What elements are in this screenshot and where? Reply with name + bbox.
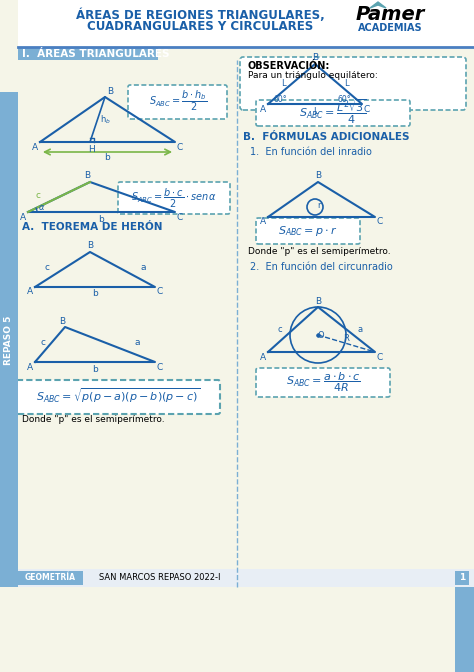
- Text: b: b: [99, 216, 104, 224]
- Text: A.  TEOREMA DE HERÓN: A. TEOREMA DE HERÓN: [22, 222, 163, 232]
- Text: ACADEMIAS: ACADEMIAS: [358, 23, 422, 33]
- FancyBboxPatch shape: [256, 100, 410, 126]
- Text: CUADRANGULARES Y CIRCULARES: CUADRANGULARES Y CIRCULARES: [87, 21, 313, 34]
- Text: a: a: [140, 263, 146, 272]
- FancyBboxPatch shape: [128, 85, 227, 119]
- Text: A: A: [260, 353, 266, 362]
- Text: $S_{ABC} = p \cdot r$: $S_{ABC} = p \cdot r$: [278, 224, 337, 238]
- Text: C: C: [177, 212, 183, 222]
- Text: B.  FÓRMULAS ADICIONALES: B. FÓRMULAS ADICIONALES: [243, 132, 410, 142]
- Text: Donde "p" es el semiperímetro.: Donde "p" es el semiperímetro.: [248, 247, 391, 257]
- Text: C: C: [377, 353, 383, 362]
- FancyBboxPatch shape: [118, 182, 230, 214]
- Text: $S_{ABC} = \dfrac{b \cdot h_b}{2}$: $S_{ABC} = \dfrac{b \cdot h_b}{2}$: [149, 89, 207, 114]
- Text: B: B: [84, 171, 90, 181]
- FancyBboxPatch shape: [455, 587, 474, 672]
- FancyBboxPatch shape: [16, 380, 220, 414]
- Text: OBSERVACIÓN:: OBSERVACIÓN:: [248, 61, 330, 71]
- Text: R: R: [344, 334, 349, 343]
- Text: 60°: 60°: [273, 95, 287, 103]
- FancyBboxPatch shape: [256, 218, 360, 244]
- Text: A: A: [260, 218, 266, 226]
- Text: H: H: [89, 144, 95, 153]
- Text: $\alpha$: $\alpha$: [38, 204, 46, 212]
- Text: b: b: [105, 153, 110, 161]
- FancyBboxPatch shape: [0, 569, 474, 587]
- Text: C: C: [157, 362, 163, 372]
- Text: A: A: [260, 105, 266, 114]
- Text: ÁREAS DE REGIONES TRIANGULARES,: ÁREAS DE REGIONES TRIANGULARES,: [76, 8, 324, 22]
- Text: O: O: [318, 331, 324, 339]
- Text: r: r: [317, 200, 321, 210]
- Text: B: B: [87, 241, 93, 251]
- Text: B: B: [315, 171, 321, 181]
- Text: C: C: [157, 288, 163, 296]
- FancyBboxPatch shape: [18, 0, 474, 47]
- Text: A: A: [32, 142, 38, 151]
- Text: B: B: [107, 87, 113, 97]
- Text: $S_{ABC} = \dfrac{a \cdot b \cdot c}{4R}$: $S_{ABC} = \dfrac{a \cdot b \cdot c}{4R}…: [285, 370, 360, 394]
- Text: h$_b$: h$_b$: [100, 114, 111, 126]
- Polygon shape: [0, 92, 18, 587]
- Text: c: c: [45, 263, 49, 272]
- Text: B: B: [312, 54, 318, 62]
- Polygon shape: [370, 2, 386, 8]
- FancyBboxPatch shape: [18, 47, 158, 60]
- Text: 1: 1: [459, 573, 465, 583]
- Text: L: L: [281, 79, 286, 89]
- Text: 1.  En función del inradio: 1. En función del inradio: [250, 147, 372, 157]
- Text: $S_{ABC} = \dfrac{b \cdot c}{2} \cdot sen\,\alpha$: $S_{ABC} = \dfrac{b \cdot c}{2} \cdot se…: [131, 187, 217, 210]
- Text: a: a: [357, 325, 363, 334]
- Text: GEOMETRÍA: GEOMETRÍA: [25, 573, 75, 583]
- Text: I.  ÁREAS TRIANGULARES: I. ÁREAS TRIANGULARES: [22, 49, 170, 59]
- Text: Para un triángulo equilátero:: Para un triángulo equilátero:: [248, 71, 378, 81]
- Text: A: A: [27, 362, 33, 372]
- Text: 60°: 60°: [337, 95, 351, 103]
- Text: C: C: [177, 142, 183, 151]
- Text: Donde "p" es el semiperímetro.: Donde "p" es el semiperímetro.: [22, 415, 164, 423]
- Text: B: B: [59, 317, 65, 325]
- Text: c: c: [40, 338, 46, 347]
- Text: SAN MARCOS REPASO 2022-I: SAN MARCOS REPASO 2022-I: [99, 573, 221, 583]
- Text: c: c: [278, 325, 283, 334]
- FancyBboxPatch shape: [256, 368, 390, 397]
- Text: $S_{ABC} = \dfrac{L^2\sqrt{3}}{4}$: $S_{ABC} = \dfrac{L^2\sqrt{3}}{4}$: [300, 98, 367, 126]
- FancyBboxPatch shape: [240, 57, 466, 110]
- Text: a: a: [134, 338, 140, 347]
- Text: $S_{ABC} = \sqrt{p(p-a)(p-b)(p-c)}$: $S_{ABC} = \sqrt{p(p-a)(p-b)(p-c)}$: [36, 386, 200, 405]
- Text: b: b: [92, 364, 98, 374]
- Text: A: A: [27, 288, 33, 296]
- Text: A: A: [20, 212, 26, 222]
- Text: REPASO 5: REPASO 5: [4, 315, 13, 365]
- Text: c: c: [36, 190, 40, 200]
- Text: L: L: [313, 106, 317, 116]
- Text: L: L: [344, 79, 349, 89]
- Text: b: b: [92, 290, 98, 298]
- Text: C: C: [364, 105, 370, 114]
- Text: Pamer: Pamer: [356, 5, 425, 24]
- FancyBboxPatch shape: [455, 571, 469, 585]
- FancyBboxPatch shape: [18, 571, 83, 585]
- Text: B: B: [315, 296, 321, 306]
- Text: 2.  En función del circunradio: 2. En función del circunradio: [250, 262, 393, 272]
- Text: C: C: [377, 218, 383, 226]
